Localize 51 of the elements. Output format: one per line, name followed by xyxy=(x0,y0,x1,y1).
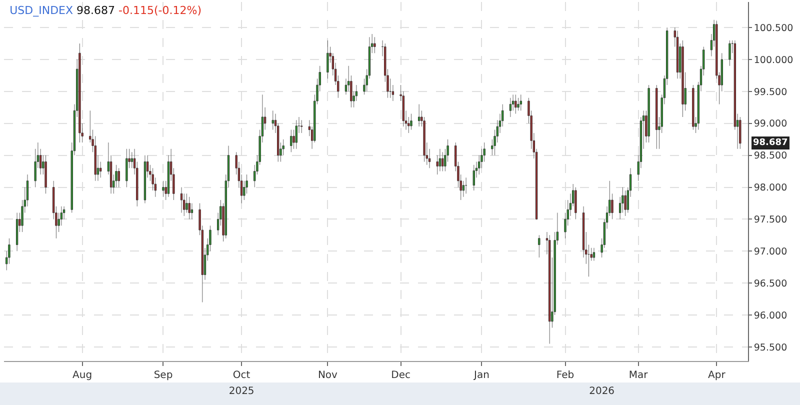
candlestick xyxy=(682,40,684,117)
candlestick xyxy=(126,148,128,188)
x-tick-label: Dec xyxy=(391,370,410,381)
x-tick-label: Apr xyxy=(708,370,726,381)
x-tick-label: Nov xyxy=(318,370,338,381)
candlestick xyxy=(300,120,303,133)
y-tick-label: 96.500 xyxy=(754,278,788,290)
candlestick xyxy=(410,114,412,130)
y-tick-label: 96.000 xyxy=(754,310,788,322)
candlestick xyxy=(574,187,577,220)
candlestick xyxy=(290,130,292,152)
y-tick-label: 100.000 xyxy=(754,54,794,66)
y-tick-label: 98.500 xyxy=(754,150,788,162)
x-tick-label: Aug xyxy=(72,370,92,381)
y-tick-label: 98.000 xyxy=(754,182,788,194)
candlestick xyxy=(728,40,731,66)
x-tick-label: Jan xyxy=(473,370,490,381)
text: 98.687 xyxy=(753,138,788,148)
candlestick xyxy=(739,116,742,149)
x-tick-label: Mar xyxy=(628,370,649,381)
candlestick xyxy=(188,196,190,220)
y-tick-label: 97.000 xyxy=(754,246,788,258)
candlestick xyxy=(656,85,658,149)
chart-title: USD_INDEX xyxy=(10,4,74,17)
candlestick xyxy=(162,180,164,197)
candlestick xyxy=(517,98,520,111)
y-tick-label: 95.500 xyxy=(754,342,788,354)
annotation: -0.115(-0.12%) xyxy=(118,4,202,17)
candlestick xyxy=(118,168,120,188)
candlestick xyxy=(272,110,274,130)
candlestick xyxy=(648,85,650,143)
candlestick xyxy=(326,40,329,79)
y-tick-label: 99.500 xyxy=(754,86,788,98)
y-tick-label: 100.500 xyxy=(754,22,794,34)
y-tick-label: 99.000 xyxy=(754,118,788,130)
candlestick xyxy=(374,37,376,54)
candlestick xyxy=(624,190,626,216)
x2-tick-label: 2026 xyxy=(589,386,615,397)
candlestick xyxy=(78,44,81,143)
y-tick-label: 97.500 xyxy=(754,214,788,226)
candlestick xyxy=(44,155,47,194)
x-tick-label: Feb xyxy=(556,370,574,381)
candlestick xyxy=(692,85,694,130)
candlestick xyxy=(514,94,517,114)
x2-tick-label: 2025 xyxy=(228,386,254,397)
candlestick xyxy=(538,235,540,258)
x-tick-label: Oct xyxy=(232,370,250,381)
chart-subtitle: 98.687 xyxy=(76,4,116,17)
candlestick xyxy=(520,94,522,111)
candlestick xyxy=(295,120,298,149)
x-tick-label: Sep xyxy=(154,370,173,381)
